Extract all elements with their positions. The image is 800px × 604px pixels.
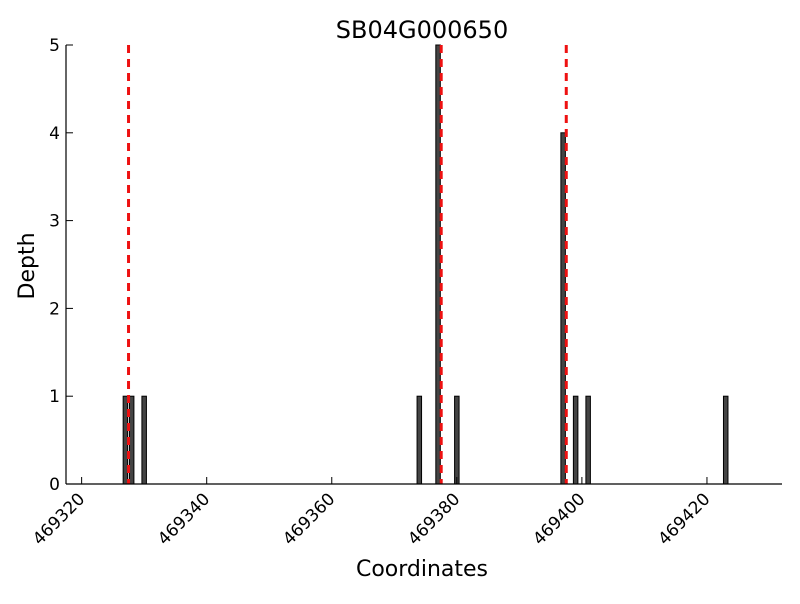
bar-3 — [416, 395, 423, 485]
x-ticks-layer: 469320 469340 469360 469380 469400 469420 — [29, 477, 714, 549]
bars-layer — [122, 44, 729, 485]
y-tick-label-4: 4 — [49, 124, 60, 144]
y-tick-label-5: 5 — [49, 36, 60, 56]
bar-9 — [722, 395, 729, 485]
bar-8 — [585, 395, 591, 485]
x-tick-label-1: 469340 — [154, 489, 214, 549]
y-axis-label: Depth — [15, 232, 40, 299]
bar-7 — [572, 395, 579, 485]
bar-4 — [435, 44, 441, 485]
bar-2 — [141, 395, 147, 485]
y-ticks-layer: 0 1 2 3 4 5 — [49, 36, 73, 495]
plot-area: 469320 469340 469360 469380 469400 469420 0 1 2… — [29, 36, 782, 549]
bar-0 — [122, 395, 129, 485]
x-tick-label-2: 469360 — [279, 489, 339, 549]
y-tick-label-3: 3 — [49, 212, 60, 232]
x-axis-label: Coordinates — [356, 557, 488, 582]
y-tick-label-1: 1 — [49, 387, 60, 407]
x-tick-label-3: 469380 — [404, 489, 464, 549]
bar-1 — [128, 395, 135, 485]
y-tick-label-2: 2 — [49, 299, 60, 319]
bar-6 — [560, 132, 566, 485]
x-tick-label-5: 469420 — [654, 489, 714, 549]
reference-lines-layer — [127, 45, 568, 484]
x-tick-label-4: 469400 — [529, 489, 589, 549]
bar-5 — [454, 395, 460, 485]
axes-layer — [65, 45, 782, 485]
x-tick-label-0: 469320 — [29, 489, 89, 549]
chart-title: SB04G000650 — [336, 16, 508, 44]
y-tick-label-0: 0 — [49, 475, 60, 495]
